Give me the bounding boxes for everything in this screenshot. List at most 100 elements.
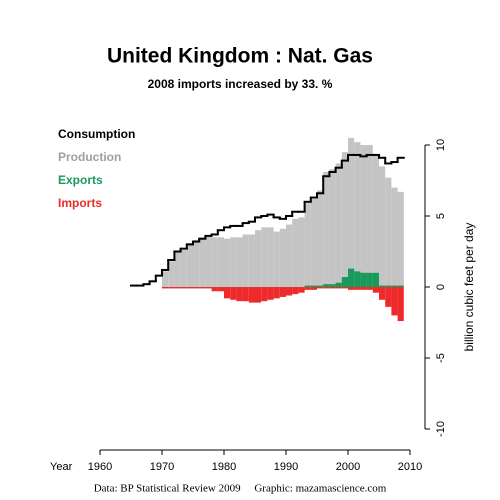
- production-bar: [360, 145, 367, 287]
- imports-bar: [217, 287, 224, 292]
- exports-bar: [323, 284, 330, 287]
- imports-bar: [168, 287, 175, 289]
- production-bar: [379, 166, 386, 287]
- imports-bar: [273, 287, 280, 299]
- imports-bar: [193, 287, 200, 289]
- imports-bar: [279, 287, 286, 297]
- y-tick-label: 10: [435, 139, 447, 151]
- exports-bar: [304, 285, 311, 287]
- production-bar: [180, 250, 187, 287]
- production-bar: [162, 271, 169, 287]
- production-bar: [211, 237, 218, 287]
- production-bar: [298, 217, 305, 287]
- production-bar: [310, 198, 317, 287]
- imports-bar: [310, 287, 317, 290]
- imports-bar: [286, 287, 293, 296]
- production-bar: [292, 218, 299, 287]
- exports-bar: [397, 285, 404, 287]
- imports-bar: [248, 287, 255, 303]
- imports-bar: [205, 287, 212, 289]
- production-bar: [279, 228, 286, 287]
- x-axis-label: Year: [50, 461, 73, 473]
- exports-bar: [335, 282, 342, 287]
- exports-bar: [354, 271, 361, 287]
- production-bar: [186, 242, 193, 287]
- production-bar: [323, 171, 330, 287]
- exports-bar: [360, 272, 367, 287]
- production-bar: [273, 231, 280, 287]
- imports-bar: [304, 287, 311, 290]
- exports-bar: [391, 285, 398, 287]
- imports-bar: [372, 287, 379, 293]
- production-bar: [242, 234, 249, 287]
- production-bar: [199, 237, 206, 287]
- x-tick-label: 1970: [150, 461, 174, 473]
- production-bar: [335, 163, 342, 287]
- imports-bar: [230, 287, 237, 300]
- exports-bar: [317, 285, 324, 287]
- production-bar: [317, 190, 324, 287]
- imports-bar: [379, 287, 386, 300]
- exports-bar: [366, 272, 373, 287]
- imports-bar: [255, 287, 262, 303]
- production-bar: [329, 169, 336, 287]
- production-bar: [230, 237, 237, 287]
- x-tick-label: 2010: [398, 461, 422, 473]
- imports-bar: [292, 287, 299, 295]
- y-tick-label: 5: [435, 213, 447, 219]
- production-bar: [286, 224, 293, 287]
- y-tick-label: -5: [435, 353, 447, 363]
- production-bar: [261, 227, 268, 287]
- imports-bar: [236, 287, 243, 302]
- exports-bar: [385, 285, 392, 287]
- production-bar: [174, 251, 181, 287]
- imports-bar: [385, 287, 392, 307]
- exports-bar: [310, 285, 317, 287]
- imports-bar: [267, 287, 274, 300]
- footer: Data: BP Statistical Review 2009 Graphic…: [94, 483, 387, 495]
- chart-subtitle: 2008 imports increased by 33. %: [148, 77, 333, 91]
- production-bar: [354, 142, 361, 287]
- imports-bar: [317, 287, 324, 289]
- production-bar: [217, 237, 224, 287]
- production-bar: [366, 145, 373, 287]
- exports-bar: [341, 277, 348, 287]
- imports-bar: [360, 287, 367, 290]
- production-bar: [304, 203, 311, 287]
- y-axis-label: billion cubic feet per day: [462, 223, 476, 352]
- legend-entry: Exports: [58, 173, 103, 187]
- exports-bar: [348, 268, 355, 287]
- imports-bar: [211, 287, 218, 292]
- production-bar: [224, 238, 231, 287]
- exports-bar: [379, 285, 386, 287]
- x-tick-label: 1990: [274, 461, 298, 473]
- imports-bar: [242, 287, 249, 302]
- exports-bar: [372, 272, 379, 287]
- production-bar: [391, 187, 398, 287]
- imports-bar: [348, 287, 355, 290]
- y-tick-label: 0: [435, 284, 447, 290]
- imports-bar: [335, 287, 342, 289]
- y-tick-label: -10: [435, 421, 447, 437]
- legend-entry: Imports: [58, 196, 102, 210]
- imports-bar: [391, 287, 398, 316]
- imports-bar: [186, 287, 193, 289]
- legend-entry: Consumption: [58, 127, 135, 141]
- production-bar: [397, 191, 404, 287]
- production-bar: [168, 261, 175, 287]
- production-bar: [348, 137, 355, 287]
- x-tick-label: 1960: [88, 461, 112, 473]
- production-bar: [341, 152, 348, 287]
- production-bar: [255, 230, 262, 287]
- production-bar: [193, 240, 200, 287]
- imports-bar: [261, 287, 268, 302]
- exports-bar: [329, 284, 336, 287]
- x-tick-label: 1980: [212, 461, 236, 473]
- imports-bar: [366, 287, 373, 290]
- imports-bar: [162, 287, 169, 289]
- imports-bar: [199, 287, 206, 289]
- imports-bar: [323, 287, 330, 289]
- imports-bar: [224, 287, 231, 299]
- imports-bar: [341, 287, 348, 289]
